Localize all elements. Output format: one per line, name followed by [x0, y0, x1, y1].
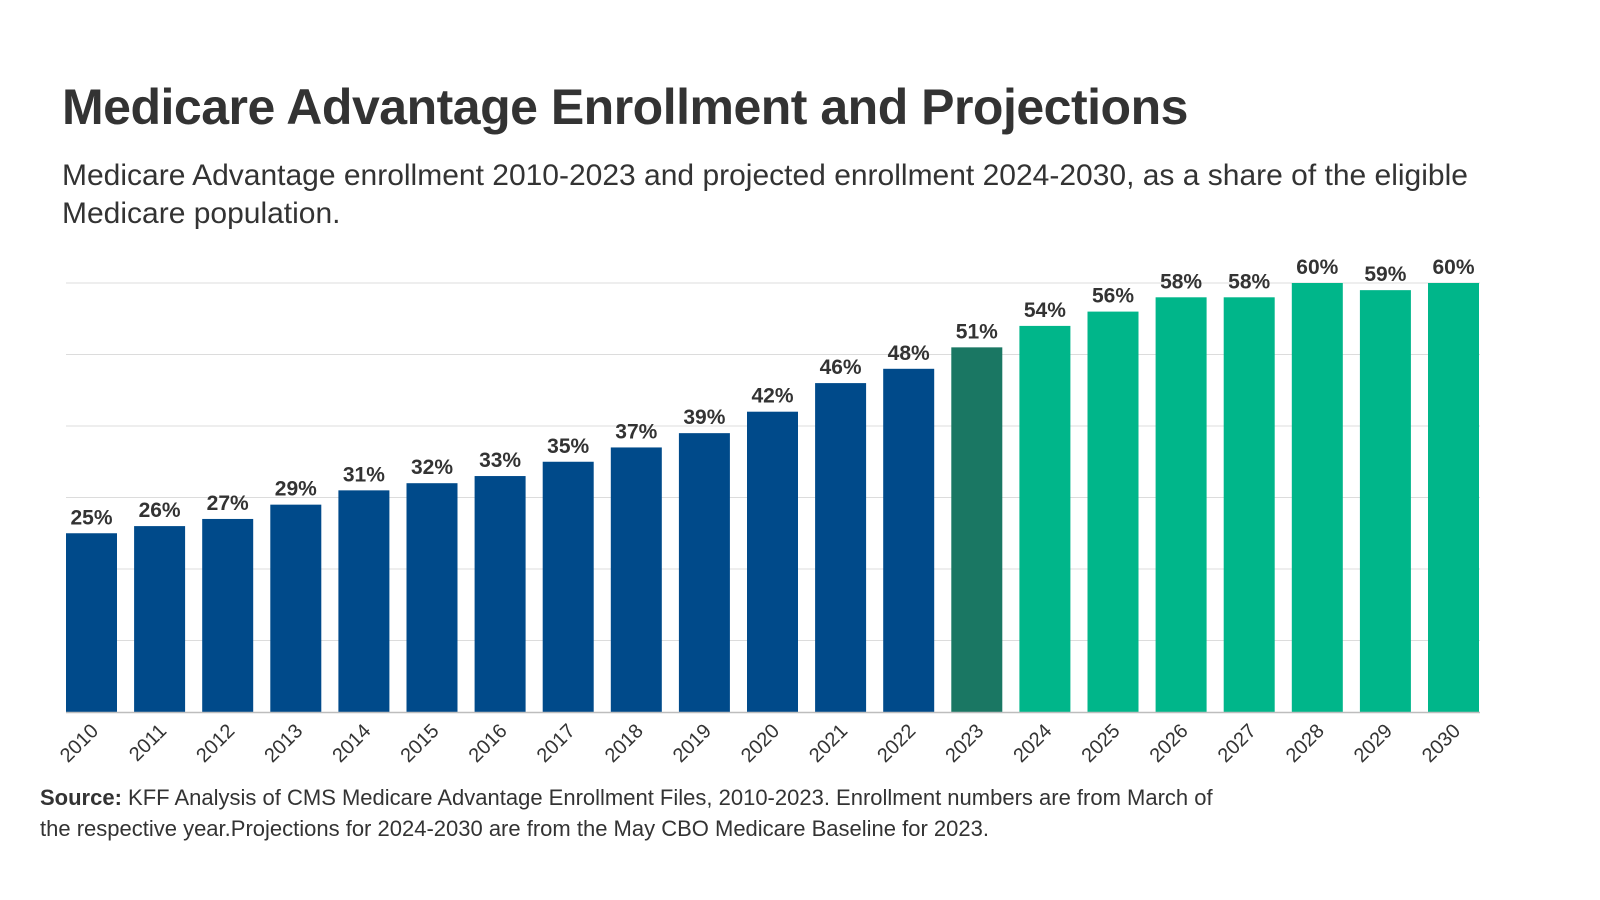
- x-tick-label: 2025: [1078, 720, 1125, 767]
- source-note: Source: KFF Analysis of CMS Medicare Adv…: [40, 782, 1240, 844]
- bar-2017: [542, 461, 594, 712]
- bar-2015: [406, 483, 458, 712]
- bar-2024: [1019, 325, 1071, 712]
- x-tick-label: 2010: [56, 720, 103, 767]
- x-tick-label: 2024: [1009, 720, 1056, 767]
- x-tick-label: 2030: [1418, 720, 1465, 767]
- bar-2021: [815, 383, 867, 712]
- bar-2030: [1428, 283, 1479, 712]
- bar-2022: [883, 368, 935, 712]
- data-label: 54%: [1024, 299, 1066, 322]
- data-label: 51%: [956, 320, 998, 343]
- data-label: 29%: [275, 478, 317, 501]
- data-label: 35%: [547, 435, 589, 458]
- x-tick-label: 2012: [192, 720, 239, 767]
- source-text: KFF Analysis of CMS Medicare Advantage E…: [40, 785, 1213, 841]
- data-label: 27%: [207, 492, 249, 515]
- x-tick-label: 2016: [465, 720, 512, 767]
- data-label: 48%: [888, 342, 930, 365]
- bar-2019: [678, 433, 730, 712]
- bar-2023: [951, 347, 1003, 712]
- x-tick-label: 2011: [125, 720, 171, 766]
- x-tick-label: 2015: [397, 720, 444, 767]
- x-tick-label: 2018: [601, 720, 648, 767]
- bar-2012: [202, 518, 254, 712]
- bar-2016: [474, 476, 526, 712]
- data-label: 42%: [751, 385, 793, 408]
- x-tick-label: 2023: [941, 720, 988, 767]
- bar-2013: [270, 504, 322, 712]
- bar-2028: [1291, 283, 1343, 712]
- x-tick-label: 2026: [1146, 720, 1193, 767]
- x-tick-label: 2028: [1282, 720, 1329, 767]
- bar-2027: [1223, 297, 1275, 712]
- data-label: 39%: [683, 406, 725, 429]
- x-tick-label: 2021: [805, 720, 852, 767]
- x-tick-label: 2029: [1350, 720, 1397, 767]
- x-tick-label: 2022: [873, 720, 920, 767]
- source-label: Source:: [40, 785, 122, 810]
- x-tick-label: 2027: [1214, 720, 1261, 767]
- data-label: 31%: [343, 463, 385, 486]
- x-tick-label: 2013: [260, 720, 307, 767]
- data-label: 58%: [1228, 270, 1270, 293]
- data-label: 59%: [1364, 263, 1406, 286]
- bar-2026: [1155, 297, 1207, 712]
- x-tick-label: 2014: [328, 720, 375, 767]
- data-label: 32%: [411, 456, 453, 479]
- data-label: 56%: [1092, 285, 1134, 308]
- bar-2010: [66, 533, 117, 712]
- data-label: 58%: [1160, 270, 1202, 293]
- data-label: 60%: [1432, 256, 1474, 279]
- bar-2025: [1087, 311, 1139, 712]
- bar-2014: [338, 490, 390, 712]
- chart-title: Medicare Advantage Enrollment and Projec…: [62, 79, 1188, 135]
- data-label: 37%: [615, 420, 657, 443]
- chart-subtitle: Medicare Advantage enrollment 2010-2023 …: [62, 159, 1468, 230]
- x-tick-label: 2019: [669, 720, 716, 767]
- bar-2018: [610, 447, 662, 712]
- data-label: 60%: [1296, 256, 1338, 279]
- bar-2011: [134, 526, 186, 712]
- bar-2020: [747, 411, 798, 712]
- data-label: 33%: [479, 449, 521, 472]
- data-label: 25%: [70, 506, 112, 529]
- bar-2029: [1359, 290, 1411, 712]
- x-tick-label: 2020: [737, 720, 784, 767]
- x-tick-label: 2017: [533, 720, 580, 767]
- data-label: 46%: [820, 356, 862, 379]
- data-label: 26%: [139, 499, 181, 522]
